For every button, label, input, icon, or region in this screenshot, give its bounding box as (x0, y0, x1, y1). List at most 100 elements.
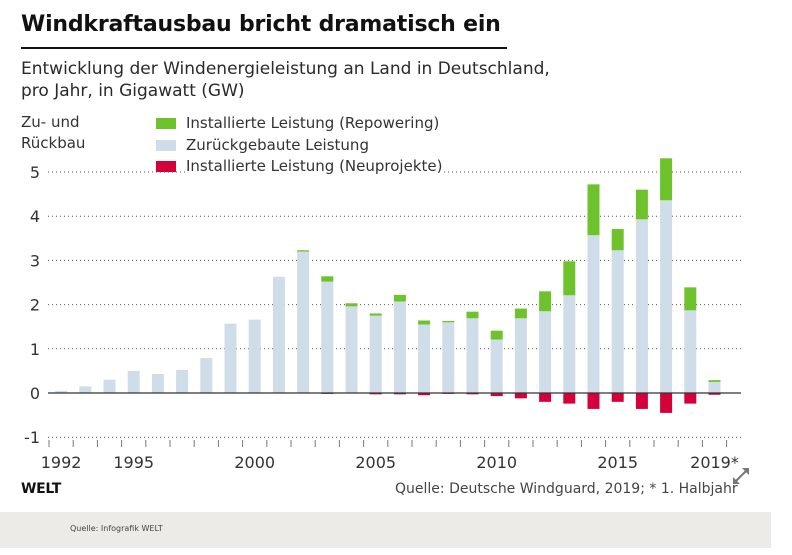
bar-group-2011 (514, 308, 527, 399)
bar-repowering (660, 158, 673, 201)
bar-repowering (418, 320, 431, 325)
bar-neuprojekte (490, 393, 503, 397)
bars (55, 158, 721, 413)
bar-neuprojekte (708, 393, 721, 395)
bar-rueckbau (393, 301, 406, 393)
welt-logo: WELT (21, 481, 61, 497)
bar-repowering (442, 320, 455, 323)
bar-neuprojekte (393, 393, 406, 395)
bar-rueckbau (79, 386, 92, 393)
bar-rueckbau (321, 281, 334, 393)
bar-repowering (514, 308, 527, 319)
bar-neuprojekte (514, 393, 527, 399)
legend-swatch-green (156, 118, 176, 129)
bar-group-2003 (321, 276, 334, 394)
bar-rueckbau (369, 315, 382, 393)
bar-repowering (466, 311, 479, 319)
expand-arrows-icon[interactable] (730, 465, 752, 487)
bar-rueckbau (490, 339, 503, 393)
bar-group-1999 (224, 323, 237, 393)
bar-neuprojekte (539, 393, 552, 402)
bar-rueckbau (539, 311, 552, 393)
bar-group-2012 (539, 291, 552, 402)
y-axis-label-line-2: Rückbau (21, 134, 86, 152)
bar-rueckbau (200, 358, 213, 393)
y-tick-labels: 5 4 3 2 1 0 -1 (24, 163, 40, 447)
bar-repowering (684, 287, 697, 311)
bar-rueckbau (224, 323, 237, 393)
bar-repowering (587, 184, 600, 236)
bar-group-2009 (466, 311, 479, 395)
bar-repowering (635, 189, 648, 220)
y-axis-label-line-1: Zu- und (21, 113, 80, 131)
x-tick-label: 2019* (690, 453, 739, 472)
bar-rueckbau (151, 373, 164, 393)
bar-group-2006 (393, 294, 406, 395)
bar-neuprojekte (418, 393, 431, 396)
subtitle-line-1: Entwicklung der Windenergieleistung an L… (21, 59, 550, 79)
y-tick-label: 1 (30, 340, 40, 359)
credit-text: Quelle: Infografik WELT (70, 524, 163, 533)
x-tick-label: 2010 (476, 453, 517, 472)
bar-group-1993 (79, 386, 92, 393)
bar-repowering (708, 380, 721, 382)
bar-group-2005 (369, 313, 382, 395)
bar-group-2002 (297, 250, 310, 393)
stacked-bar-chart: 5 4 3 2 1 0 -1 1992 1995 2000 2005 2010 2015 2019* (24, 158, 741, 472)
chart-subtitle: Entwicklung der Windenergieleistung an L… (21, 58, 550, 102)
bar-neuprojekte (369, 393, 382, 395)
chart-title: Windkraftausbau bricht dramatisch ein (21, 12, 501, 37)
bar-group-2013 (563, 261, 576, 404)
x-tick-label: 2005 (355, 453, 396, 472)
bar-neuprojekte (466, 393, 479, 395)
bar-repowering (369, 313, 382, 316)
x-tick-label: 1995 (113, 453, 154, 472)
legend-swatch-lightblue (156, 139, 176, 151)
bar-rueckbau (635, 219, 648, 393)
bar-rueckbau (587, 235, 600, 393)
bar-group-1997 (176, 370, 189, 393)
bar-repowering (393, 294, 406, 302)
bar-repowering (321, 276, 334, 282)
legend-swatch-red (156, 161, 176, 172)
bar-group-2017 (660, 158, 673, 413)
credit-bar: Quelle: Infografik WELT (0, 512, 771, 548)
bar-group-1995 (127, 370, 140, 393)
bar-rueckbau (466, 318, 479, 393)
x-ticks (48, 440, 728, 447)
y-tick-label: -1 (24, 428, 40, 447)
bar-group-1992 (55, 390, 68, 393)
bar-rueckbau (611, 250, 624, 393)
bar-repowering (297, 250, 310, 252)
bar-rueckbau (103, 379, 116, 393)
bar-rueckbau (272, 276, 285, 393)
y-tick-label: 4 (30, 207, 40, 226)
bar-rueckbau (708, 381, 721, 393)
bar-repowering (490, 330, 503, 340)
y-tick-label: 0 (30, 384, 40, 403)
bar-repowering (539, 291, 552, 312)
subtitle-line-2: pro Jahr, in Gigawatt (GW) (21, 81, 245, 101)
title-underline (21, 47, 507, 49)
bar-group-2004 (345, 303, 358, 394)
bar-group-2015 (611, 229, 624, 402)
y-tick-label: 5 (30, 163, 40, 182)
legend-label: Installierte Leistung (Neuprojekte) (186, 156, 445, 177)
bar-neuprojekte (587, 393, 600, 409)
bar-group-1996 (151, 373, 164, 393)
bar-rueckbau (55, 390, 68, 393)
bar-group-2014 (587, 184, 600, 409)
bar-group-2007 (418, 320, 431, 396)
source-note: Quelle: Deutsche Windguard, 2019; * 1. H… (395, 481, 738, 497)
y-tick-label: 3 (30, 251, 40, 270)
bar-group-2010 (490, 330, 503, 397)
bar-rueckbau (442, 322, 455, 393)
x-tick-labels: 1992 1995 2000 2005 2010 2015 2019* (41, 453, 739, 472)
bar-rueckbau (684, 310, 697, 393)
x-tick-label: 2015 (597, 453, 638, 472)
bar-neuprojekte (684, 393, 697, 404)
bar-neuprojekte (635, 393, 648, 409)
bar-rueckbau (297, 251, 310, 393)
bar-group-2016 (635, 189, 648, 409)
y-tick-label: 2 (30, 296, 40, 315)
